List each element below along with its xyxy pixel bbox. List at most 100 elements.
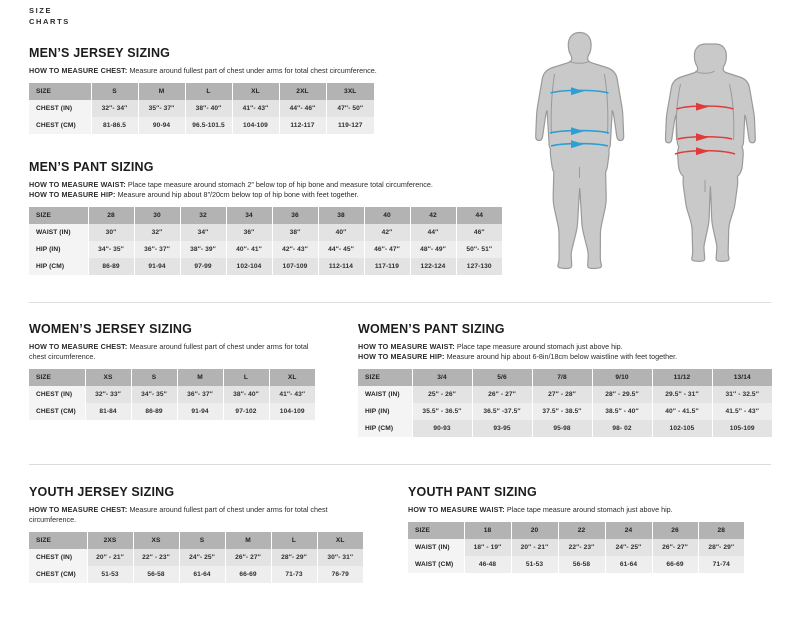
column-header: 5/6 xyxy=(472,369,533,386)
column-header: XL xyxy=(269,369,315,386)
column-header: S xyxy=(91,83,139,100)
page-title-line1: SIZE xyxy=(29,6,53,15)
howto-label: HOW TO MEASURE WAIST: xyxy=(408,505,505,514)
table-cell: 36″- 37″ xyxy=(134,241,181,258)
table-cell: 38″- 40″ xyxy=(223,386,270,403)
mens-jersey-howto-chest: HOW TO MEASURE CHEST: Measure around ful… xyxy=(29,66,514,76)
table-cell: 97-102 xyxy=(223,403,270,420)
table-cell: 29.5″ - 31″ xyxy=(652,386,713,403)
male-inner-line-right xyxy=(604,73,609,135)
column-header: 34 xyxy=(226,207,273,224)
table-cell: 104-109 xyxy=(269,403,315,420)
table-cell: 18″ - 19″ xyxy=(464,539,512,556)
table-cell: 38″- 39″ xyxy=(180,241,227,258)
table-cell: 91-94 xyxy=(177,403,224,420)
womens-pant-title: WOMEN’S PANT SIZING xyxy=(358,322,505,336)
section-youth-jersey: YOUTH JERSEY SIZING HOW TO MEASURE CHEST… xyxy=(29,485,374,583)
table-cell: 34″- 35″ xyxy=(88,241,135,258)
male-neck-line xyxy=(569,60,590,64)
youth-jersey-howto-chest: HOW TO MEASURE CHEST: Measure around ful… xyxy=(29,505,364,525)
section-youth-pant: YOUTH PANT SIZING HOW TO MEASURE WAIST: … xyxy=(408,485,778,573)
table-cell: 38.5″ - 40″ xyxy=(592,403,653,420)
table-cell: 112-114 xyxy=(318,258,365,275)
mens-jersey-title: MEN’S JERSEY SIZING xyxy=(29,46,171,60)
figures-svg xyxy=(535,31,756,270)
mens-pant-table: SIZE 28 30 32 34 36 38 40 42 44 WAIST (IN) 30″ 32″ 34… xyxy=(29,207,502,275)
column-header: 36 xyxy=(272,207,319,224)
page-title-line2: CHARTS xyxy=(29,16,70,26)
column-header: XL xyxy=(317,532,363,549)
howto-text: Measure around fullest part of chest und… xyxy=(29,505,328,524)
table-cell: 30″- 31″ xyxy=(317,549,363,566)
table-row: HIP (IN) 34″- 35″ 36″- 37″ 38″- 39″ 40″- 41″… xyxy=(29,241,502,258)
table-cell: 28″- 29″ xyxy=(698,539,744,556)
table-cell: 61-64 xyxy=(179,566,226,583)
table-cell: 127-130 xyxy=(456,258,502,275)
table-cell: 36″- 37″ xyxy=(177,386,224,403)
table-cell: 104-109 xyxy=(232,117,280,134)
male-hip-arrow xyxy=(550,140,609,149)
column-header: 38 xyxy=(318,207,365,224)
column-header: XL xyxy=(232,83,280,100)
table-cell: 26″- 27″ xyxy=(652,539,699,556)
table-cell: 32″ xyxy=(134,224,181,241)
table-cell: 30″ xyxy=(88,224,135,241)
row-label: WAIST (IN) xyxy=(408,539,465,556)
column-header: 13/14 xyxy=(712,369,772,386)
table-row: CHEST (IN) 20″ - 21″ 22″ - 23″ 24″- 25″ 26″-… xyxy=(29,549,363,566)
table-cell: 46-48 xyxy=(464,556,512,573)
table-row: CHEST (IN) 32″- 34″ 35″- 37″ 38″- 40″ 41″- 4… xyxy=(29,100,374,117)
table-row: HIP (IN) 35.5″ - 36.5″ 36.5″ -37.5″ 37.5″ -… xyxy=(358,403,772,420)
table-cell: 41″- 43″ xyxy=(232,100,280,117)
table-header-row: SIZE 2XS XS S M L XL xyxy=(29,532,363,549)
table-header-row: SIZE 28 30 32 34 36 38 40 42 44 xyxy=(29,207,502,224)
column-header-size: SIZE xyxy=(29,207,89,224)
column-header: 2XL xyxy=(279,83,327,100)
section-womens-pant: WOMEN’S PANT SIZING HOW TO MEASURE WAIST… xyxy=(358,322,778,437)
column-header: 11/12 xyxy=(652,369,713,386)
howto-label: HOW TO MEASURE WAIST: xyxy=(29,180,126,189)
column-header: M xyxy=(225,532,272,549)
table-cell: 102-105 xyxy=(652,420,713,437)
table-cell: 71-73 xyxy=(271,566,318,583)
row-label: CHEST (CM) xyxy=(29,403,86,420)
row-label: WAIST (IN) xyxy=(29,224,89,241)
section-womens-jersey: WOMEN’S JERSEY SIZING HOW TO MEASURE CHE… xyxy=(29,322,329,420)
section-mens-pant: MEN’S PANT SIZING HOW TO MEASURE WAIST: … xyxy=(29,160,529,275)
table-cell: 95-98 xyxy=(532,420,593,437)
table-cell: 37.5″ - 38.5″ xyxy=(532,403,593,420)
table-cell: 26″- 27″ xyxy=(225,549,272,566)
row-label: WAIST (CM) xyxy=(408,556,465,573)
youth-pant-howto-waist: HOW TO MEASURE WAIST: Place tape measure… xyxy=(408,505,778,515)
row-label: CHEST (IN) xyxy=(29,100,92,117)
womens-pant-howto-waist: HOW TO MEASURE WAIST: Place tape measure… xyxy=(358,342,778,362)
table-cell: 97-99 xyxy=(180,258,227,275)
howto-text-2: Measure around hip about 6-8in/18cm belo… xyxy=(444,352,678,361)
table-cell: 34″ xyxy=(180,224,227,241)
table-header-row: SIZE XS S M L XL xyxy=(29,369,315,386)
table-cell: 44″ xyxy=(410,224,457,241)
table-cell: 22″ - 23″ xyxy=(133,549,180,566)
table-row: CHEST (CM) 51-53 56-58 61-64 66-69 71-73 76-79 xyxy=(29,566,363,583)
table-cell: 90-94 xyxy=(138,117,186,134)
table-cell: 42″- 43″ xyxy=(272,241,319,258)
column-header: L xyxy=(271,532,318,549)
womens-jersey-howto-chest: HOW TO MEASURE CHEST: Measure around ful… xyxy=(29,342,314,362)
mens-jersey-table: SIZE S M L XL 2XL 3XL CHEST (IN) 32″- 34″ 35″- 37… xyxy=(29,83,374,134)
body-measurement-diagrams xyxy=(523,28,793,286)
row-label: HIP (IN) xyxy=(358,403,413,420)
table-cell: 40″- 41″ xyxy=(226,241,273,258)
table-row: WAIST (IN) 30″ 32″ 34″ 36″ 38″ 40″ 42″ 44″ 46″ xyxy=(29,224,502,241)
column-header-size: SIZE xyxy=(358,369,413,386)
table-row: CHEST (CM) 81-84 86-89 91-94 97-102 104-109 xyxy=(29,403,315,420)
table-row: CHEST (CM) 81-86.5 90-94 96.5-101.5 104-109 1… xyxy=(29,117,374,134)
womens-jersey-title: WOMEN’S JERSEY SIZING xyxy=(29,322,193,336)
table-cell: 34″- 35″ xyxy=(131,386,178,403)
howto-text: Place tape measure around stomach just a… xyxy=(454,342,623,351)
table-row: WAIST (IN) 25″ - 26″ 26″ - 27″ 27″ - 28″ 28″… xyxy=(358,386,772,403)
column-header: 28 xyxy=(698,522,744,539)
table-cell: 40″ xyxy=(318,224,365,241)
table-cell: 41.5″ - 43″ xyxy=(712,403,772,420)
table-cell: 47″- 50″ xyxy=(326,100,374,117)
section-divider-1 xyxy=(29,302,771,303)
